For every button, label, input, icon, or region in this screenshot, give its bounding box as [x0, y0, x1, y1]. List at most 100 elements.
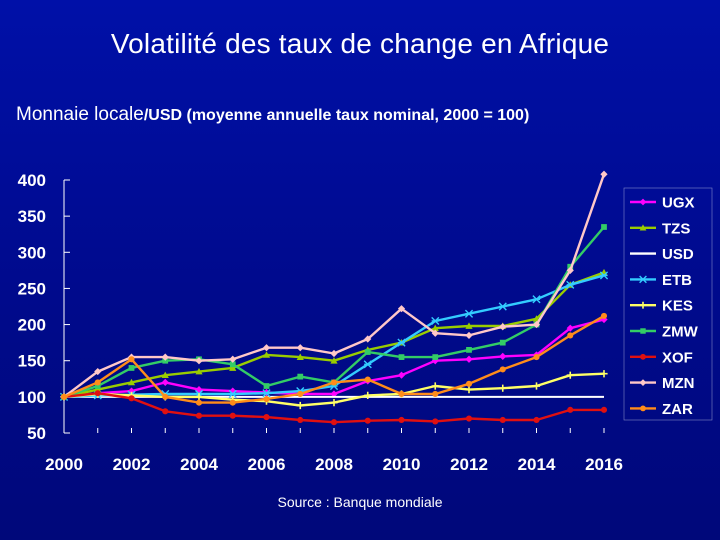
- x-tick-label: 2016: [585, 455, 623, 474]
- data-point-zar: [398, 390, 405, 398]
- data-point-zar: [533, 354, 540, 361]
- data-point-zar: [499, 366, 506, 373]
- legend-entry-usd: USD: [630, 246, 694, 263]
- data-point-xof: [567, 406, 574, 413]
- source-note: Source : Banque mondiale: [277, 494, 443, 510]
- data-point-tzs: [465, 322, 473, 329]
- data-point-zmw: [466, 346, 472, 353]
- data-point-zar: [297, 390, 304, 398]
- data-point-xof: [263, 414, 270, 421]
- legend-label: TZS: [662, 220, 690, 237]
- data-point-mzn: [532, 320, 541, 329]
- data-point-zmw: [263, 383, 270, 389]
- data-point-ugx: [330, 390, 338, 398]
- data-point-ugx: [465, 355, 473, 363]
- legend-label: XOF: [662, 349, 693, 366]
- data-point-xof: [162, 408, 169, 415]
- data-point-ugx: [499, 352, 507, 360]
- legend-swatch-marker: [639, 224, 647, 231]
- data-point-kes: [330, 399, 338, 407]
- legend-entry-kes: KES: [630, 298, 693, 315]
- data-point-xof: [297, 416, 304, 424]
- data-point-mzn: [499, 323, 507, 331]
- legend-label: ZMW: [662, 324, 699, 341]
- data-point-mzn: [262, 344, 271, 352]
- data-point-mzn: [465, 331, 473, 340]
- data-point-etb: [262, 389, 271, 398]
- legend-swatch-marker: [640, 405, 646, 412]
- data-point-zmw: [601, 224, 607, 230]
- y-tick-label: 250: [18, 279, 46, 298]
- legend-label: ETB: [662, 272, 692, 289]
- data-point-zmw: [364, 349, 371, 355]
- y-tick-label: 100: [18, 388, 46, 407]
- legend-swatch-marker: [639, 198, 647, 206]
- data-point-tzs: [431, 324, 439, 332]
- data-point-tzs: [262, 351, 271, 358]
- data-point-xof: [364, 417, 371, 424]
- data-point-zar: [195, 399, 203, 406]
- data-point-mzn: [364, 335, 372, 343]
- data-point-ugx: [195, 386, 203, 394]
- data-point-kes: [532, 382, 541, 390]
- data-point-zmw: [432, 354, 439, 360]
- legend-label: MZN: [662, 375, 695, 392]
- data-point-xof: [398, 416, 405, 424]
- data-point-ugx: [566, 324, 574, 332]
- data-point-etb: [431, 316, 440, 326]
- data-point-xof: [94, 390, 101, 397]
- data-point-xof: [330, 419, 338, 426]
- chart-subtitle: Monnaie locale/USD (moyenne annuelle tau…: [16, 104, 716, 126]
- data-point-zar: [263, 395, 270, 403]
- data-point-zar: [94, 379, 101, 386]
- legend-entry-ugx: UGX: [630, 195, 695, 212]
- data-point-kes: [465, 386, 473, 394]
- data-point-mzn: [397, 305, 406, 313]
- data-point-zar: [128, 356, 135, 363]
- subtitle-note: /USD (moyenne annuelle taux nominal, 200…: [143, 107, 530, 124]
- chart-title: Volatilité des taux de change en Afrique: [110, 28, 610, 59]
- data-point-xof: [432, 418, 439, 425]
- data-point-etb: [498, 302, 507, 311]
- data-point-zmw: [162, 357, 169, 364]
- data-point-zmw: [499, 339, 506, 346]
- data-point-xof: [600, 406, 608, 413]
- y-tick-label: 50: [27, 424, 46, 443]
- data-point-xof: [195, 412, 203, 419]
- data-point-kes: [499, 384, 507, 392]
- data-point-xof: [499, 416, 506, 424]
- data-point-zar: [432, 390, 439, 398]
- series-line-zmw: [63, 226, 605, 399]
- y-tick-label: 300: [18, 243, 46, 262]
- data-point-zmw: [229, 361, 236, 368]
- x-tick-label: 2004: [180, 455, 218, 474]
- data-point-mzn: [431, 329, 439, 337]
- legend-label: ZAR: [662, 401, 693, 418]
- legend-label: UGX: [662, 195, 695, 212]
- data-point-tzs: [330, 357, 338, 364]
- data-point-mzn: [600, 170, 608, 178]
- data-point-mzn: [94, 367, 102, 376]
- x-tick-label: 2012: [450, 455, 488, 474]
- x-tick-label: 2006: [248, 455, 286, 474]
- data-point-kes: [195, 393, 203, 401]
- data-point-kes: [600, 370, 608, 378]
- data-point-zar: [364, 376, 371, 383]
- legend-swatch-marker: [639, 275, 647, 284]
- chart-legend: UGX TZS USD ETB KES ZMW XOF MZN ZAR: [623, 187, 713, 421]
- data-point-xof: [229, 412, 236, 419]
- subtitle-main: Monnaie locale: [16, 104, 144, 125]
- legend-swatch-marker: [640, 353, 646, 360]
- data-point-tzs: [296, 353, 304, 360]
- legend-entry-tzs: TZS: [630, 220, 690, 237]
- data-point-etb: [397, 338, 406, 347]
- data-point-xof: [128, 395, 135, 402]
- data-point-etb: [532, 295, 541, 304]
- legend-entry-zmw: ZMW: [630, 324, 699, 341]
- y-tick-label: 400: [18, 171, 46, 190]
- legend-swatch-marker: [639, 379, 647, 386]
- data-point-etb: [599, 271, 609, 280]
- y-tick-label: 150: [18, 352, 46, 371]
- data-point-zar: [465, 380, 473, 387]
